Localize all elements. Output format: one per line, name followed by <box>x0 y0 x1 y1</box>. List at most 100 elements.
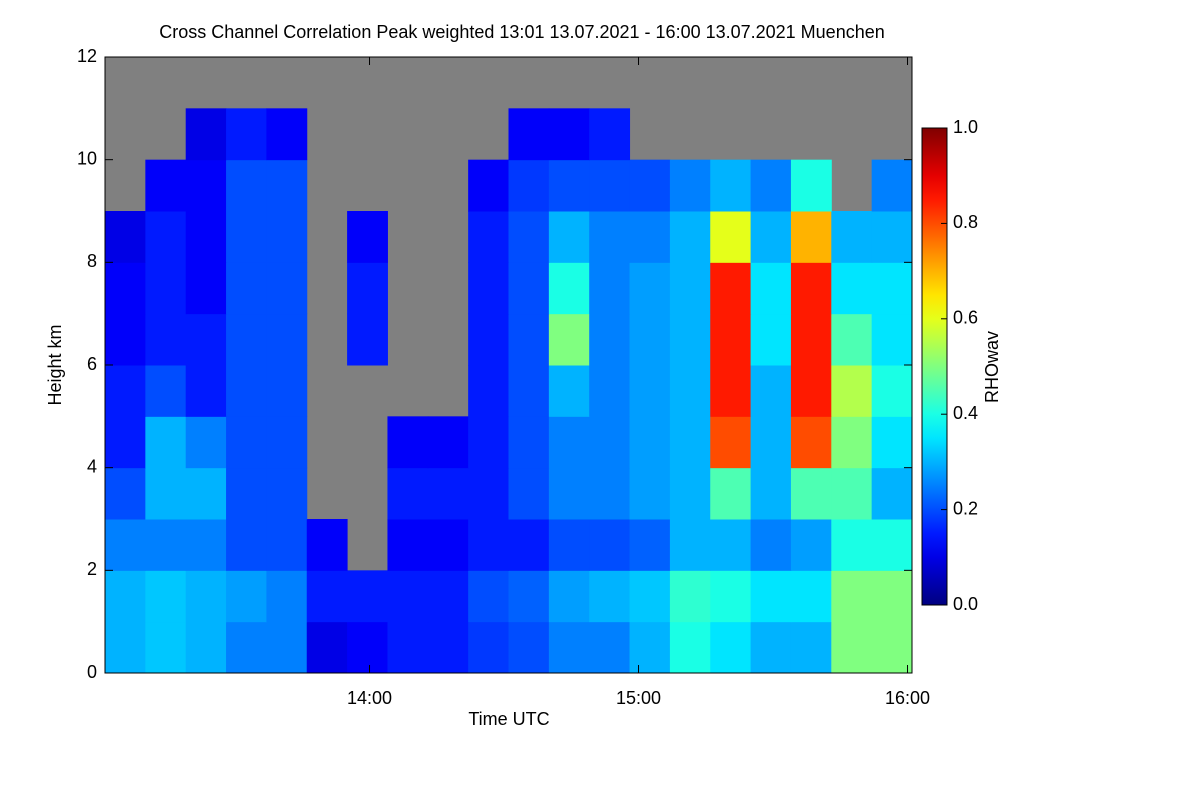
heatmap-cell <box>468 159 509 212</box>
y-tick-label: 10 <box>77 148 97 168</box>
heatmap-cell <box>790 467 832 520</box>
heatmap-cell <box>750 262 792 315</box>
heatmap-cell <box>347 313 388 366</box>
colorbar-tick-label: 0.6 <box>953 308 978 328</box>
heatmap-cell <box>871 570 913 623</box>
heatmap-cell <box>629 313 671 366</box>
heatmap-cell <box>427 519 469 571</box>
x-tick-label: 16:00 <box>885 688 930 708</box>
heatmap-cell <box>669 211 711 263</box>
heatmap-cell <box>427 570 469 623</box>
heatmap-cell <box>831 570 873 623</box>
heatmap-cell <box>347 621 388 674</box>
heatmap-cell <box>669 365 711 417</box>
heatmap-cell <box>387 416 429 469</box>
heatmap-cell <box>105 365 146 417</box>
heatmap-cell <box>508 570 550 623</box>
heatmap-cell <box>105 519 146 571</box>
heatmap-cell <box>266 570 308 623</box>
x-tick-label: 14:00 <box>347 688 392 708</box>
heatmap-cell <box>427 467 469 520</box>
heatmap-cell <box>226 570 267 623</box>
heatmap-cell <box>105 621 146 674</box>
heatmap-cell <box>347 211 388 263</box>
heatmap-cell <box>508 519 550 571</box>
y-tick-label: 8 <box>87 251 97 271</box>
heatmap-cell <box>347 570 388 623</box>
heatmap-cell <box>750 467 792 520</box>
heatmap-cell <box>266 159 308 212</box>
colorbar <box>921 127 948 606</box>
heatmap-cell <box>750 365 792 417</box>
heatmap-cell <box>266 365 308 417</box>
y-axis-label: Height km <box>45 324 65 405</box>
heatmap-cell <box>831 467 873 520</box>
heatmap-cell <box>105 570 146 623</box>
heatmap-cell <box>145 467 187 520</box>
heatmap-cell <box>548 621 590 674</box>
heatmap-cell <box>589 262 631 315</box>
heatmap-cell <box>871 467 913 520</box>
heatmap-cell <box>669 262 711 315</box>
heatmap-cell <box>629 621 671 674</box>
heatmap-cell <box>589 519 631 571</box>
heatmap-cell <box>710 416 752 469</box>
heatmap-cell <box>468 365 509 417</box>
heatmap-cell <box>105 211 146 263</box>
heatmap-cell <box>871 365 913 417</box>
heatmap-cell <box>266 108 308 161</box>
heatmap-cell <box>589 416 631 469</box>
heatmap-cell <box>669 570 711 623</box>
heatmap-cell <box>185 211 227 263</box>
heatmap-cell <box>790 365 832 417</box>
heatmap-cell <box>427 621 469 674</box>
heatmap-cell <box>468 313 509 366</box>
heatmap-cell <box>589 467 631 520</box>
heatmap-cell <box>750 313 792 366</box>
heatmap-cell <box>831 211 873 263</box>
heatmap-cell <box>710 570 752 623</box>
heatmap-cell <box>185 416 227 469</box>
heatmap-cell <box>185 467 227 520</box>
heatmap-cell <box>548 313 590 366</box>
x-axis-label: Time UTC <box>468 709 549 729</box>
heatmap-cell <box>306 570 348 623</box>
heatmap-cell <box>226 467 267 520</box>
heatmap-cell <box>266 416 308 469</box>
y-tick-label: 4 <box>87 456 97 476</box>
colorbar-tick-label: 0.8 <box>953 212 978 232</box>
colorbar-tick-label: 1.0 <box>953 117 978 137</box>
heatmap-cell <box>750 416 792 469</box>
heatmap-cell <box>347 262 388 315</box>
heatmap-cell <box>185 519 227 571</box>
heatmap-cell <box>831 365 873 417</box>
heatmap-cell <box>508 365 550 417</box>
heatmap-cell <box>750 570 792 623</box>
heatmap-cell <box>306 519 348 571</box>
heatmap-cell <box>145 211 187 263</box>
heatmap-cell <box>548 467 590 520</box>
heatmap-cell <box>669 467 711 520</box>
heatmap-cell <box>710 467 752 520</box>
heatmap-cell <box>790 416 832 469</box>
heatmap-cell <box>548 570 590 623</box>
heatmap-cell <box>226 159 267 212</box>
heatmap-cell <box>387 467 429 520</box>
heatmap-cell <box>548 108 590 161</box>
heatmap-cell <box>145 621 187 674</box>
heatmap-cell <box>871 262 913 315</box>
colorbar-tick-label: 0.0 <box>953 594 978 614</box>
heatmap-cell <box>508 262 550 315</box>
y-tick-label: 0 <box>87 662 97 682</box>
heatmap-cell <box>266 519 308 571</box>
heatmap-cell <box>548 365 590 417</box>
heatmap-cell <box>226 519 267 571</box>
heatmap-cell <box>145 416 187 469</box>
heatmap-cell <box>669 416 711 469</box>
colorbar-label: RHOwav <box>982 331 1002 403</box>
heatmap-cell <box>145 519 187 571</box>
heatmap-cell <box>226 416 267 469</box>
heatmap-cell <box>508 108 550 161</box>
y-tick-label: 6 <box>87 354 97 374</box>
